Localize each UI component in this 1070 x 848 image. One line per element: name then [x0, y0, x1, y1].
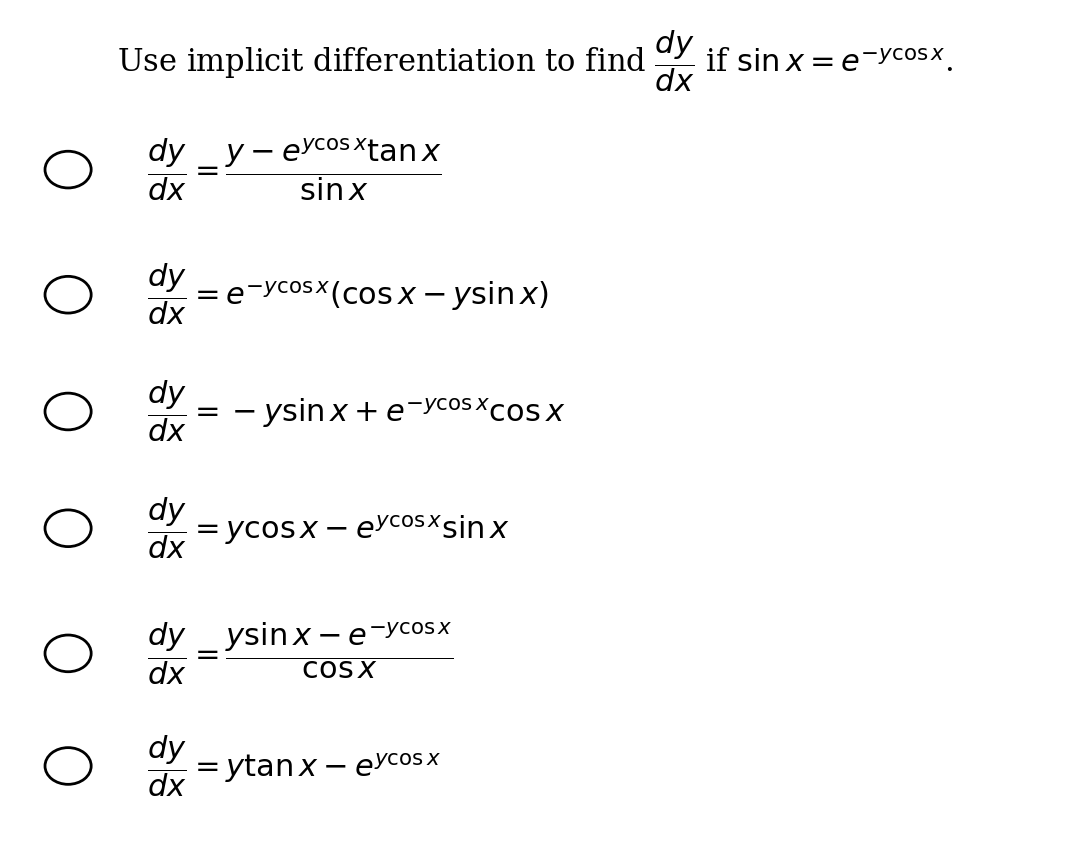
Text: $\dfrac{dy}{dx} = e^{-y\cos x}(\cos x - y\sin x)$: $\dfrac{dy}{dx} = e^{-y\cos x}(\cos x - … — [147, 262, 549, 327]
Text: $\dfrac{dy}{dx} = -y\sin x + e^{-y\cos x}\cos x$: $\dfrac{dy}{dx} = -y\sin x + e^{-y\cos x… — [147, 379, 565, 444]
Text: $\dfrac{dy}{dx} = y\cos x - e^{y\cos x}\sin x$: $\dfrac{dy}{dx} = y\cos x - e^{y\cos x}\… — [147, 495, 510, 561]
Text: $\dfrac{dy}{dx} = y\tan x - e^{y\cos x}$: $\dfrac{dy}{dx} = y\tan x - e^{y\cos x}$ — [147, 734, 441, 799]
Text: Use implicit differentiation to find $\dfrac{dy}{dx}$ if $\sin x = e^{-y\cos x}$: Use implicit differentiation to find $\d… — [117, 28, 953, 94]
Text: $\dfrac{dy}{dx} = \dfrac{y\sin x - e^{-y\cos x}}{\cos x}$: $\dfrac{dy}{dx} = \dfrac{y\sin x - e^{-y… — [147, 620, 454, 687]
Text: $\dfrac{dy}{dx} = \dfrac{y - e^{y\cos x}\tan x}{\sin x}$: $\dfrac{dy}{dx} = \dfrac{y - e^{y\cos x}… — [147, 137, 442, 203]
